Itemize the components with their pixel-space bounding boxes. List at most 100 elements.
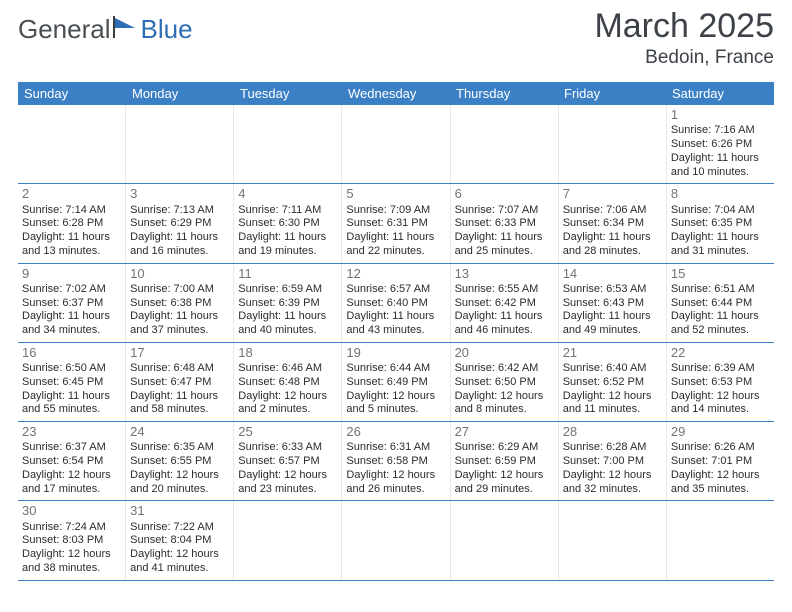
cell-sunset: Sunset: 8:04 PM bbox=[130, 534, 229, 548]
day-number: 30 bbox=[22, 503, 121, 519]
cell-sunset: Sunset: 6:59 PM bbox=[455, 455, 554, 469]
weekday-header-row: SundayMondayTuesdayWednesdayThursdayFrid… bbox=[18, 82, 774, 105]
cell-dl2: and 37 minutes. bbox=[130, 324, 229, 338]
calendar-cell: 18Sunrise: 6:46 AMSunset: 6:48 PMDayligh… bbox=[234, 343, 342, 421]
cell-dl2: and 11 minutes. bbox=[563, 403, 662, 417]
cell-dl2: and 29 minutes. bbox=[455, 483, 554, 497]
cell-sunrise: Sunrise: 7:06 AM bbox=[563, 204, 662, 218]
cell-dl2: and 49 minutes. bbox=[563, 324, 662, 338]
calendar-cell-empty bbox=[559, 501, 667, 579]
logo-general: General bbox=[18, 14, 111, 45]
calendar-cell: 16Sunrise: 6:50 AMSunset: 6:45 PMDayligh… bbox=[18, 343, 126, 421]
cell-dl1: Daylight: 11 hours bbox=[455, 310, 554, 324]
cell-dl2: and 43 minutes. bbox=[346, 324, 445, 338]
day-number: 4 bbox=[238, 186, 337, 202]
cell-sunset: Sunset: 6:34 PM bbox=[563, 217, 662, 231]
calendar-cell-empty bbox=[234, 501, 342, 579]
day-number: 11 bbox=[238, 266, 337, 282]
cell-dl2: and 17 minutes. bbox=[22, 483, 121, 497]
title-block: March 2025 Bedoin, France bbox=[594, 8, 774, 69]
calendar-cell: 23Sunrise: 6:37 AMSunset: 6:54 PMDayligh… bbox=[18, 422, 126, 500]
cell-sunset: Sunset: 6:40 PM bbox=[346, 297, 445, 311]
cell-dl1: Daylight: 12 hours bbox=[455, 390, 554, 404]
cell-sunset: Sunset: 6:54 PM bbox=[22, 455, 121, 469]
cell-sunrise: Sunrise: 7:07 AM bbox=[455, 204, 554, 218]
calendar-cell-empty bbox=[559, 105, 667, 183]
cell-dl1: Daylight: 11 hours bbox=[563, 310, 662, 324]
cell-sunset: Sunset: 6:31 PM bbox=[346, 217, 445, 231]
cell-sunrise: Sunrise: 7:11 AM bbox=[238, 204, 337, 218]
cell-sunset: Sunset: 7:01 PM bbox=[671, 455, 770, 469]
calendar-cell: 21Sunrise: 6:40 AMSunset: 6:52 PMDayligh… bbox=[559, 343, 667, 421]
cell-sunrise: Sunrise: 6:26 AM bbox=[671, 441, 770, 455]
cell-dl1: Daylight: 11 hours bbox=[238, 231, 337, 245]
cell-dl1: Daylight: 11 hours bbox=[671, 310, 770, 324]
calendar-week: 2Sunrise: 7:14 AMSunset: 6:28 PMDaylight… bbox=[18, 184, 774, 263]
day-number: 27 bbox=[455, 424, 554, 440]
cell-sunset: Sunset: 6:39 PM bbox=[238, 297, 337, 311]
cell-dl1: Daylight: 11 hours bbox=[346, 310, 445, 324]
cell-sunrise: Sunrise: 6:51 AM bbox=[671, 283, 770, 297]
cell-dl2: and 20 minutes. bbox=[130, 483, 229, 497]
calendar-cell: 17Sunrise: 6:48 AMSunset: 6:47 PMDayligh… bbox=[126, 343, 234, 421]
cell-sunset: Sunset: 6:55 PM bbox=[130, 455, 229, 469]
cell-dl2: and 35 minutes. bbox=[671, 483, 770, 497]
day-number: 7 bbox=[563, 186, 662, 202]
cell-sunset: Sunset: 6:43 PM bbox=[563, 297, 662, 311]
cell-sunrise: Sunrise: 6:50 AM bbox=[22, 362, 121, 376]
cell-dl2: and 28 minutes. bbox=[563, 245, 662, 259]
cell-sunset: Sunset: 6:44 PM bbox=[671, 297, 770, 311]
calendar-cell: 19Sunrise: 6:44 AMSunset: 6:49 PMDayligh… bbox=[342, 343, 450, 421]
day-number: 17 bbox=[130, 345, 229, 361]
cell-sunset: Sunset: 6:52 PM bbox=[563, 376, 662, 390]
cell-dl2: and 38 minutes. bbox=[22, 562, 121, 576]
cell-dl1: Daylight: 11 hours bbox=[238, 310, 337, 324]
cell-dl2: and 13 minutes. bbox=[22, 245, 121, 259]
calendar-week: 23Sunrise: 6:37 AMSunset: 6:54 PMDayligh… bbox=[18, 422, 774, 501]
day-number: 29 bbox=[671, 424, 770, 440]
cell-dl2: and 41 minutes. bbox=[130, 562, 229, 576]
cell-dl1: Daylight: 11 hours bbox=[671, 152, 770, 166]
cell-sunset: Sunset: 6:38 PM bbox=[130, 297, 229, 311]
calendar-cell: 2Sunrise: 7:14 AMSunset: 6:28 PMDaylight… bbox=[18, 184, 126, 262]
weekday-header: Sunday bbox=[18, 82, 126, 105]
cell-sunset: Sunset: 8:03 PM bbox=[22, 534, 121, 548]
cell-dl2: and 58 minutes. bbox=[130, 403, 229, 417]
cell-sunrise: Sunrise: 6:40 AM bbox=[563, 362, 662, 376]
cell-dl2: and 40 minutes. bbox=[238, 324, 337, 338]
calendar-cell: 9Sunrise: 7:02 AMSunset: 6:37 PMDaylight… bbox=[18, 264, 126, 342]
cell-sunset: Sunset: 6:57 PM bbox=[238, 455, 337, 469]
weekday-header: Tuesday bbox=[234, 82, 342, 105]
day-number: 1 bbox=[671, 107, 770, 123]
cell-sunrise: Sunrise: 7:09 AM bbox=[346, 204, 445, 218]
cell-sunrise: Sunrise: 6:33 AM bbox=[238, 441, 337, 455]
day-number: 8 bbox=[671, 186, 770, 202]
calendar-cell: 28Sunrise: 6:28 AMSunset: 7:00 PMDayligh… bbox=[559, 422, 667, 500]
cell-sunset: Sunset: 6:35 PM bbox=[671, 217, 770, 231]
logo-blue: Blue bbox=[141, 14, 193, 45]
day-number: 20 bbox=[455, 345, 554, 361]
cell-sunset: Sunset: 6:33 PM bbox=[455, 217, 554, 231]
day-number: 16 bbox=[22, 345, 121, 361]
day-number: 19 bbox=[346, 345, 445, 361]
cell-dl1: Daylight: 11 hours bbox=[130, 231, 229, 245]
calendar-cell: 3Sunrise: 7:13 AMSunset: 6:29 PMDaylight… bbox=[126, 184, 234, 262]
calendar-cell: 14Sunrise: 6:53 AMSunset: 6:43 PMDayligh… bbox=[559, 264, 667, 342]
calendar-cell: 31Sunrise: 7:22 AMSunset: 8:04 PMDayligh… bbox=[126, 501, 234, 579]
cell-dl2: and 22 minutes. bbox=[346, 245, 445, 259]
cell-sunrise: Sunrise: 6:44 AM bbox=[346, 362, 445, 376]
cell-dl1: Daylight: 12 hours bbox=[671, 390, 770, 404]
cell-dl2: and 5 minutes. bbox=[346, 403, 445, 417]
cell-sunset: Sunset: 6:53 PM bbox=[671, 376, 770, 390]
cell-sunset: Sunset: 6:45 PM bbox=[22, 376, 121, 390]
cell-dl2: and 26 minutes. bbox=[346, 483, 445, 497]
cell-dl1: Daylight: 11 hours bbox=[563, 231, 662, 245]
calendar-cell-empty bbox=[342, 105, 450, 183]
cell-dl2: and 8 minutes. bbox=[455, 403, 554, 417]
weekday-header: Saturday bbox=[666, 82, 774, 105]
cell-sunrise: Sunrise: 6:55 AM bbox=[455, 283, 554, 297]
cell-sunset: Sunset: 6:50 PM bbox=[455, 376, 554, 390]
calendar-cell-empty bbox=[234, 105, 342, 183]
cell-dl2: and 16 minutes. bbox=[130, 245, 229, 259]
day-number: 22 bbox=[671, 345, 770, 361]
